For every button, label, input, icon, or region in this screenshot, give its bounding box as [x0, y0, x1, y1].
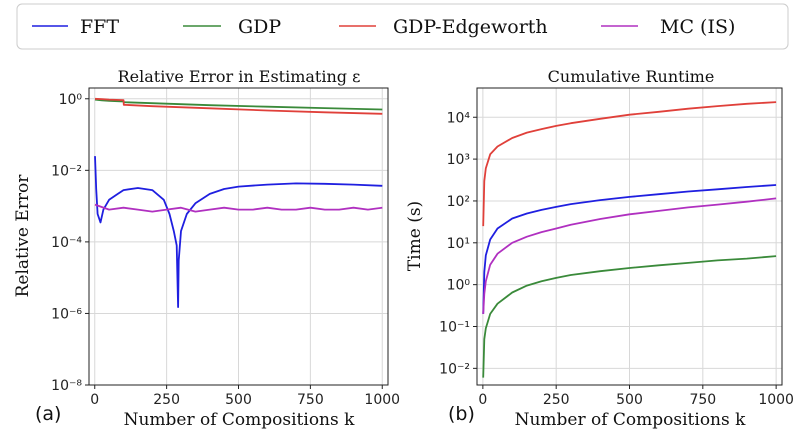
panel-b-plot-area: [482, 101, 777, 378]
y-tick-label: 10⁻²: [51, 163, 82, 179]
y-tick-label: 10⁰: [59, 92, 83, 108]
y-tick-label: 10³: [447, 152, 470, 168]
y-tick-label: 10⁻⁸: [51, 378, 82, 394]
panel-a: Relative Error in Estimating ε 10⁻⁸10⁻⁶1…: [13, 67, 400, 430]
x-tick-label: 0: [90, 392, 99, 408]
series-line-gdp-edgeworth: [482, 101, 777, 227]
panel-a-grid: [89, 88, 388, 386]
y-tick-label: 10¹: [447, 236, 470, 252]
panel-b-title: Cumulative Runtime: [548, 67, 715, 86]
x-tick-label: 1000: [758, 392, 794, 408]
y-tick-label: 10²: [447, 194, 470, 210]
legend-label-fft: FFT: [80, 16, 119, 38]
series-line-gdp: [94, 98, 383, 111]
y-tick-label: 10⁻²: [439, 361, 470, 377]
series-line-fft: [482, 184, 777, 314]
panel-a-xlabel: Number of Compositions k: [124, 410, 356, 430]
x-tick-label: 250: [153, 392, 180, 408]
panel-b-y-ticks: 10⁻² 10⁻¹ 10⁰ 10¹ 10² 10³ 10⁴: [439, 110, 477, 377]
series-line-mc-is: [94, 203, 383, 213]
y-tick-label: 10⁻⁴: [51, 235, 82, 251]
legend-label-gdp: GDP: [238, 16, 281, 38]
panel-b-xlabel: Number of Compositions k: [515, 410, 747, 430]
y-tick-label: 10⁰: [447, 278, 471, 294]
x-tick-label: 250: [543, 392, 570, 408]
legend-frame: [16, 3, 789, 50]
x-tick-label: 1000: [364, 392, 400, 408]
panel-a-label: (a): [35, 403, 61, 425]
panel-b-ylabel: Time (s): [405, 201, 425, 271]
panel-a-ylabel: Relative Error: [13, 174, 33, 298]
x-tick-label: 500: [225, 392, 252, 408]
panel-b-grid: [477, 88, 782, 385]
panel-b-x-ticks: 0 250 500 750 1000: [478, 385, 794, 408]
panel-b-label: (b): [448, 403, 475, 425]
panel-a-title: Relative Error in Estimating ε: [118, 67, 361, 86]
y-tick-label: 10⁻¹: [439, 319, 470, 335]
legend-label-mc-is: MC (IS): [660, 16, 735, 38]
panel-b: Cumulative Runtime 10⁻²10⁻¹10⁰10¹10²10³1…: [405, 67, 794, 430]
x-tick-label: 500: [616, 392, 643, 408]
x-tick-label: 750: [297, 392, 324, 408]
legend: FFT GDP GDP-Edgeworth MC (IS): [16, 3, 789, 50]
y-tick-label: 10⁻⁶: [51, 306, 82, 322]
series-line-gdp: [482, 255, 777, 378]
panel-a-x-ticks: 0 250 500 750 1000: [90, 385, 400, 408]
series-line-gdp-edgeworth: [94, 97, 383, 115]
legend-label-gdp-edgeworth: GDP-Edgeworth: [393, 16, 548, 38]
series-line-mc-is: [482, 197, 777, 314]
x-tick-label: 750: [689, 392, 716, 408]
panel-a-plot-area: [94, 97, 383, 309]
y-tick-label: 10⁴: [447, 110, 471, 126]
series-line-fft: [94, 156, 383, 309]
x-tick-label: 0: [478, 392, 487, 408]
panel-a-y-ticks: 10⁻⁸ 10⁻⁶ 10⁻⁴ 10⁻² 10⁰: [51, 92, 89, 394]
